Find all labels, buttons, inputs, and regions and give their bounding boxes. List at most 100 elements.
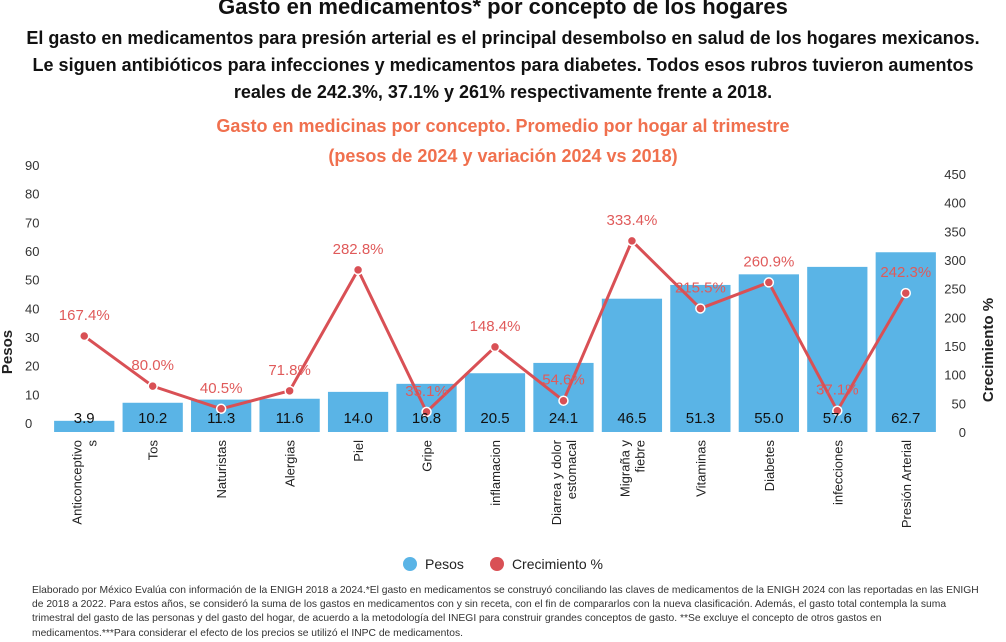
- y-tick-label: 90: [25, 158, 39, 173]
- bar-1: [122, 402, 183, 432]
- y-tick-label: 10: [25, 387, 39, 402]
- y-tick-label: 20: [25, 359, 39, 374]
- category-label: fiebre: [632, 440, 647, 473]
- category-label: inflamacion: [488, 440, 503, 506]
- y2-tick-label: 350: [944, 224, 966, 239]
- growth-value-label: 333.4%: [606, 212, 657, 229]
- category-label: Vitaminas: [693, 440, 708, 497]
- growth-point-9: [695, 303, 706, 314]
- y2-tick-label: 150: [944, 339, 966, 354]
- y-tick-label: 70: [25, 215, 39, 230]
- growth-point-12: [900, 287, 912, 299]
- growth-point-1: [147, 380, 158, 392]
- growth-point-7: [558, 395, 569, 406]
- page-subtitle: El gasto en medicamentos para presión ar…: [26, 28, 980, 102]
- legend-pesos-marker: [403, 557, 418, 571]
- category-label: s: [85, 440, 100, 447]
- bar-value-label: 11.3: [207, 410, 235, 427]
- y2-tick-label: 200: [944, 310, 966, 325]
- y2-tick-label: 300: [944, 253, 966, 268]
- legend-crecimiento-label: Crecimiento %: [511, 556, 603, 572]
- growth-value-label: 242.3%: [880, 264, 931, 281]
- y2-tick-label: 450: [944, 167, 966, 182]
- category-label: Naturistas: [214, 440, 229, 499]
- y-tick-label: 40: [25, 301, 39, 316]
- legend-item-pesos[interactable]: Pesos: [403, 556, 464, 572]
- footnote: Elaborado por México Evalúa con informac…: [32, 585, 979, 639]
- left-axis-ticks: 0 10 20 30 40 50 60 70 80 90: [25, 158, 39, 431]
- bar-value-label: 62.7: [891, 410, 920, 427]
- bar-value-labels: 3.9 10.2 11.3 11.6 14.0 16.8 20.5 24.1 46.5 51.3 5…: [74, 410, 921, 427]
- y2-tick-label: 250: [944, 282, 966, 297]
- line-value-labels: 167.4% 80.0% 40.5% 71.8% 282.8% 35.1% 148.4% 54…: [59, 212, 931, 400]
- bar-12: [875, 252, 936, 432]
- bar-11: [807, 266, 868, 432]
- y2-tick-label: 50: [952, 396, 966, 411]
- y-tick-label: 80: [25, 187, 39, 202]
- category-label: Piel: [351, 440, 366, 462]
- line-series: [78, 235, 912, 418]
- growth-value-label: 80.0%: [131, 357, 174, 374]
- y-tick-label: 60: [25, 244, 39, 259]
- bar-value-label: 46.5: [617, 410, 646, 427]
- growth-point-8: [626, 235, 638, 247]
- growth-point-3: [284, 385, 295, 397]
- bar-value-label: 55.0: [754, 410, 783, 427]
- legend-crecimiento-marker: [489, 557, 504, 571]
- y-tick-label: 50: [25, 273, 39, 288]
- y2-tick-label: 0: [959, 425, 966, 440]
- growth-value-label: 167.4%: [59, 307, 110, 324]
- y-tick-label: 0: [25, 416, 32, 431]
- category-label: Diarrea y dolor: [549, 439, 564, 525]
- bar-value-label: 51.3: [686, 410, 715, 427]
- chart-title: Gasto en medicinas por concepto. Promedi…: [0, 111, 1006, 171]
- bar-10: [738, 274, 799, 432]
- chart-title-line1: Gasto en medicinas por concepto. Promedi…: [216, 116, 790, 136]
- growth-value-label: 40.5%: [200, 380, 243, 397]
- growth-value-label: 215.5%: [675, 279, 726, 296]
- growth-value-label: 54.6%: [542, 372, 585, 389]
- bar-0: [54, 420, 115, 432]
- page-title: Gasto en medicamentos* por concepto de l…: [218, 0, 788, 19]
- category-labels: Anticonceptivo s Tos Naturistas Alergias Piel…: [70, 439, 914, 528]
- growth-point-11: [832, 405, 843, 416]
- growth-point-6: [489, 341, 501, 353]
- legend: Pesos Crecimiento %: [0, 556, 1006, 572]
- growth-value-label: 148.4%: [470, 318, 521, 335]
- growth-value-label: 35.1%: [405, 383, 448, 400]
- category-label: Presión Arterial: [899, 440, 914, 528]
- growth-point-4: [352, 264, 364, 276]
- bar-value-label: 16.8: [412, 410, 441, 427]
- bar-3: [259, 398, 320, 432]
- bar-4: [327, 391, 389, 432]
- y2-axis-label: Crecimiento %: [980, 298, 997, 402]
- category-label: Diabetes: [762, 440, 777, 492]
- chart-title-line2: (pesos de 2024 y variación 2024 vs 2018): [328, 146, 678, 166]
- y-tick-label: 30: [25, 330, 39, 345]
- bar-value-label: 57.6: [823, 410, 852, 427]
- legend-item-crecimiento[interactable]: Crecimiento %: [489, 556, 603, 572]
- bar-value-label: 14.0: [343, 410, 372, 427]
- growth-point-2: [215, 403, 227, 415]
- growth-point-10: [763, 277, 775, 288]
- y2-tick-label: 100: [944, 368, 966, 383]
- bar-6: [464, 373, 526, 432]
- category-label: Alergias: [283, 440, 298, 487]
- category-label: Tos: [146, 440, 161, 461]
- bar-value-label: 24.1: [549, 410, 578, 427]
- bar-value-label: 11.6: [276, 410, 304, 427]
- category-label: estomacal: [564, 440, 579, 499]
- bar-8: [601, 298, 663, 432]
- category-label: Anticonceptivo: [70, 440, 85, 525]
- category-label: Migraña y: [617, 440, 632, 498]
- bar-value-label: 3.9: [74, 410, 95, 427]
- growth-point-0: [78, 330, 90, 342]
- y2-tick-label: 400: [944, 196, 966, 211]
- legend-pesos-label: Pesos: [425, 556, 464, 572]
- growth-value-label: 37.1%: [816, 382, 859, 399]
- growth-point-5: [421, 406, 432, 418]
- category-label: infecciones: [830, 440, 845, 506]
- growth-value-label: 260.9%: [743, 253, 794, 270]
- growth-value-label: 282.8%: [333, 241, 384, 258]
